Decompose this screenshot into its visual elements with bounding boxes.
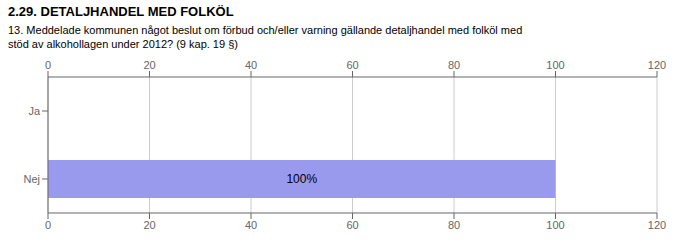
svg-text:80: 80	[448, 59, 460, 71]
svg-text:Ja: Ja	[28, 105, 41, 117]
svg-text:100%: 100%	[286, 172, 317, 186]
svg-text:120: 120	[648, 59, 666, 71]
svg-text:20: 20	[143, 59, 155, 71]
svg-text:0: 0	[45, 219, 51, 231]
html-text:13. Meddelade kommunen något b: 13. Meddelade kommunen något beslut om f…	[8, 24, 523, 50]
svg-text:40: 40	[245, 59, 257, 71]
svg-text:60: 60	[346, 59, 358, 71]
svg-text:120: 120	[648, 219, 666, 231]
html-text:2.29. DETALJHANDEL MED FOLKÖL: 2.29. DETALJHANDEL MED FOLKÖL	[8, 4, 234, 19]
svg-text:100: 100	[546, 59, 564, 71]
svg-text:80: 80	[448, 219, 460, 231]
svg-text:60: 60	[346, 219, 358, 231]
svg-text:100: 100	[546, 219, 564, 231]
svg-text:40: 40	[245, 219, 257, 231]
svg-text:0: 0	[45, 59, 51, 71]
svg-text:Nej: Nej	[23, 173, 40, 185]
svg-text:20: 20	[143, 219, 155, 231]
